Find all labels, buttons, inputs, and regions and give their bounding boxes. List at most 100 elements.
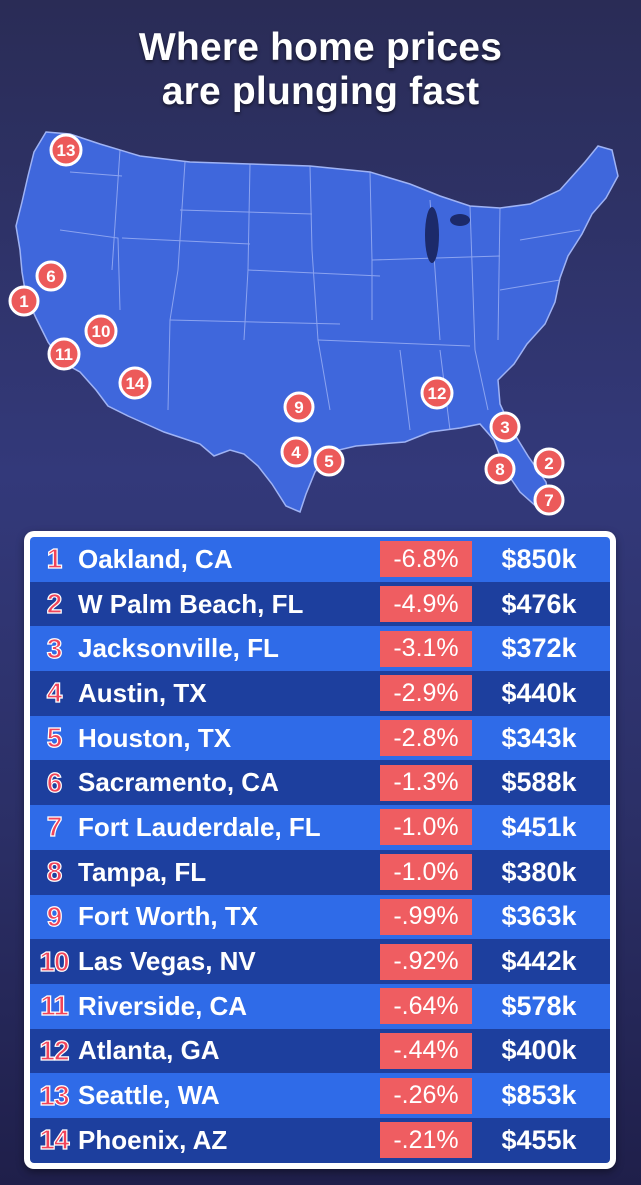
table-row: 7 Fort Lauderdale, FL -1.0% $451k xyxy=(30,805,610,850)
price-change: -.44% xyxy=(380,1032,472,1069)
marker-7-circle xyxy=(533,484,565,516)
city-name: Houston, TX xyxy=(78,722,232,753)
price-change: -1.0% xyxy=(380,854,472,891)
city-markers: 1 2 3 4 5 6 7 8 xyxy=(8,133,565,516)
city-name: Phoenix, AZ xyxy=(78,1124,228,1155)
marker-10-circle xyxy=(84,314,118,348)
rank-number: 5 xyxy=(46,721,63,754)
median-price: $380k xyxy=(501,856,577,887)
city-name: Atlanta, GA xyxy=(78,1035,220,1066)
page-title: Where home prices are plunging fast xyxy=(0,26,641,114)
marker-14: 14 xyxy=(118,366,152,400)
marker-4: 4 xyxy=(280,436,312,468)
city-name: Riverside, CA xyxy=(78,990,248,1021)
median-price: $476k xyxy=(501,588,577,619)
table-row: 13 Seattle, WA -.26% $853k xyxy=(30,1073,610,1118)
marker-6: 6 xyxy=(35,260,67,292)
rank-number: 11 xyxy=(40,990,70,1022)
marker-9-label: 9 xyxy=(294,398,303,417)
city-name: Seattle, WA xyxy=(78,1080,220,1111)
marker-5: 5 xyxy=(313,445,345,477)
marker-8-circle xyxy=(484,453,516,485)
rank-number: 2 xyxy=(46,587,63,620)
marker-1-label: 1 xyxy=(19,292,28,311)
marker-13-circle xyxy=(49,133,83,167)
city-name: Sacramento, CA xyxy=(78,767,279,798)
median-price: $850k xyxy=(501,543,577,574)
rank-number: 1 xyxy=(46,543,63,575)
marker-13: 13 xyxy=(49,133,83,167)
median-price: $400k xyxy=(501,1035,577,1066)
rank-number: 4 xyxy=(46,677,63,709)
rank-number: 13 xyxy=(39,1079,70,1111)
marker-12: 12 xyxy=(420,376,454,410)
price-change: -.26% xyxy=(380,1077,472,1114)
city-name: W Palm Beach, FL xyxy=(78,588,304,619)
table-row: 8 Tampa, FL -1.0% $380k xyxy=(30,849,610,895)
marker-2: 2 xyxy=(533,447,565,479)
price-change: -.99% xyxy=(380,898,472,935)
marker-14-label: 14 xyxy=(126,374,145,393)
median-price: $588k xyxy=(501,767,577,798)
marker-14-circle xyxy=(118,366,152,400)
marker-6-circle xyxy=(35,260,67,292)
table-row: 5 Houston, TX -2.8% $343k xyxy=(30,715,610,761)
table-row: 9 Fort Worth, TX -.99% $363k xyxy=(30,894,610,940)
table-row: 14 Phoenix, AZ -.21% $455k xyxy=(30,1117,610,1163)
marker-3-circle xyxy=(489,411,521,443)
rank-number: 14 xyxy=(39,1124,70,1156)
rank-number: 8 xyxy=(46,856,63,888)
us-map: 1 2 3 4 5 6 7 8 xyxy=(8,131,619,516)
marker-9: 9 xyxy=(283,391,315,423)
marker-2-circle xyxy=(533,447,565,479)
title-line-1: Where home prices xyxy=(138,26,503,69)
marker-3-label: 3 xyxy=(500,418,509,437)
rank-number: 9 xyxy=(46,900,63,932)
marker-12-circle xyxy=(420,376,454,410)
table-row: 1 Oakland, CA -6.8% $850k xyxy=(30,537,610,582)
marker-5-label: 5 xyxy=(324,452,333,471)
median-price: $372k xyxy=(501,633,577,664)
price-change: -2.8% xyxy=(380,720,472,757)
table-row: 11 Riverside, CA -.64% $578k xyxy=(30,983,610,1029)
median-price: $442k xyxy=(501,946,577,977)
great-lakes xyxy=(425,207,439,263)
city-name: Las Vegas, NV xyxy=(78,946,256,977)
table-row: 12 Atlanta, GA -.44% $400k xyxy=(30,1028,610,1074)
marker-2-label: 2 xyxy=(544,454,553,473)
median-price: $578k xyxy=(501,990,577,1021)
price-change: -1.3% xyxy=(380,764,472,801)
price-table: 1 Oakland, CA -6.8% $850k 2 W Palm Beach… xyxy=(24,531,616,1169)
marker-11-circle xyxy=(47,337,81,371)
price-change: -.92% xyxy=(380,943,472,980)
great-lakes-2 xyxy=(450,214,470,226)
marker-12-label: 12 xyxy=(428,384,447,403)
price-table-rows: 1 Oakland, CA -6.8% $850k 2 W Palm Beach… xyxy=(30,537,610,1163)
marker-1: 1 xyxy=(8,285,40,317)
median-price: $853k xyxy=(501,1080,577,1111)
price-change: -6.8% xyxy=(380,541,472,578)
price-change: -.64% xyxy=(380,988,472,1025)
price-change: -3.1% xyxy=(380,630,472,667)
price-change: -1.0% xyxy=(380,809,472,846)
median-price: $363k xyxy=(501,901,577,932)
median-price: $343k xyxy=(501,722,577,753)
marker-8-label: 8 xyxy=(495,460,504,479)
marker-3: 3 xyxy=(489,411,521,443)
rank-number: 6 xyxy=(46,766,63,798)
marker-9-circle xyxy=(283,391,315,423)
table-row: 6 Sacramento, CA -1.3% $588k xyxy=(30,760,610,806)
price-change: -.21% xyxy=(380,1122,472,1159)
marker-7: 7 xyxy=(533,484,565,516)
table-row: 4 Austin, TX -2.9% $440k xyxy=(30,671,610,716)
marker-7-label: 7 xyxy=(544,491,553,510)
rank-number: 12 xyxy=(39,1034,70,1066)
city-name: Jacksonville, FL xyxy=(78,633,279,664)
city-name: Fort Lauderdale, FL xyxy=(78,811,321,842)
state-borders xyxy=(59,149,581,431)
rank-number: 10 xyxy=(39,945,70,977)
marker-11: 11 xyxy=(47,337,81,371)
rank-number: 3 xyxy=(46,632,63,664)
marker-11-label: 11 xyxy=(55,345,73,364)
marker-8: 8 xyxy=(484,453,516,485)
